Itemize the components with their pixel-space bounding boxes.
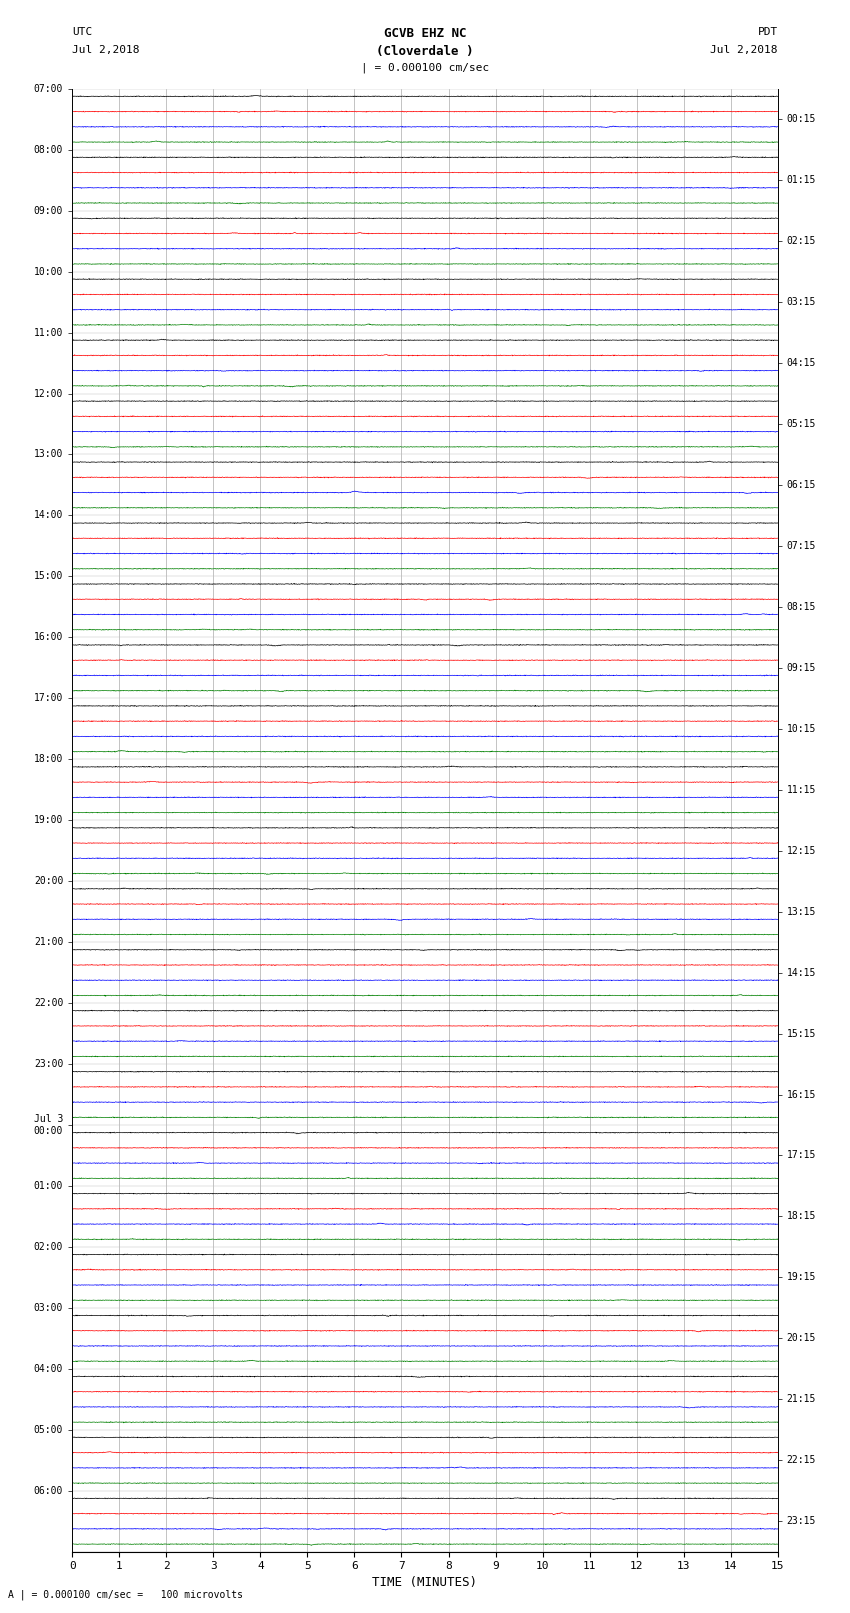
Text: Jul 2,2018: Jul 2,2018 [72, 45, 139, 55]
Text: PDT: PDT [757, 27, 778, 37]
Text: UTC: UTC [72, 27, 93, 37]
X-axis label: TIME (MINUTES): TIME (MINUTES) [372, 1576, 478, 1589]
Text: A | = 0.000100 cm/sec =   100 microvolts: A | = 0.000100 cm/sec = 100 microvolts [8, 1589, 243, 1600]
Text: GCVB EHZ NC: GCVB EHZ NC [383, 27, 467, 40]
Text: (Cloverdale ): (Cloverdale ) [377, 45, 473, 58]
Text: | = 0.000100 cm/sec: | = 0.000100 cm/sec [361, 63, 489, 74]
Text: Jul 2,2018: Jul 2,2018 [711, 45, 778, 55]
